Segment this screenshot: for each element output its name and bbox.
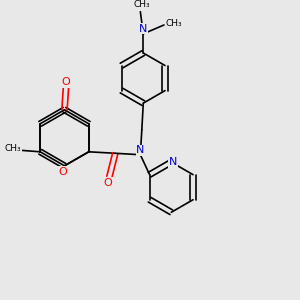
Text: O: O	[103, 178, 112, 188]
Text: CH₃: CH₃	[4, 144, 21, 153]
Text: N: N	[169, 157, 177, 167]
Text: CH₃: CH₃	[165, 19, 182, 28]
Text: N: N	[139, 23, 148, 34]
Text: N: N	[136, 145, 145, 155]
Text: O: O	[61, 77, 70, 87]
Text: CH₃: CH₃	[134, 0, 150, 9]
Text: O: O	[58, 167, 68, 177]
